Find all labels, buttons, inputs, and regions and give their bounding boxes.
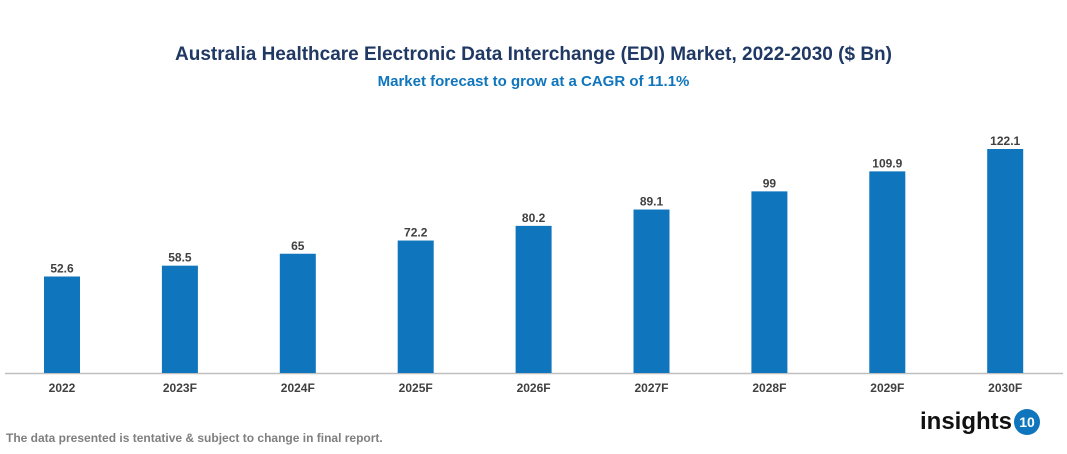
bar-2025F [397,240,434,373]
x-tick-label: 2028F [752,381,786,395]
insights10-logo: insights 10 [920,408,1041,436]
x-tick-label: 2030F [988,381,1022,395]
bar-2027F [633,209,670,373]
data-label: 65 [291,239,305,253]
data-label: 52.6 [50,261,74,275]
chart-subtitle: Market forecast to grow at a CAGR of 11.… [377,73,690,90]
logo-badge: 10 [1014,409,1041,435]
bar-2030F [987,148,1024,373]
x-tick-label: 2027F [634,381,668,395]
data-label: 89.1 [640,195,664,209]
x-tick-label: 2023F [163,381,197,395]
data-label: 72.2 [404,226,428,240]
x-tick-label: 2024F [281,381,315,395]
data-label: 58.5 [168,251,192,265]
bar-2028F [751,191,788,373]
data-label: 122.1 [990,134,1020,148]
bar-2026F [515,225,552,373]
data-label: 80.2 [522,211,546,225]
disclaimer: The data presented is tentative & subjec… [6,431,383,445]
bar-2023F [161,265,198,373]
bar-2022 [44,276,80,373]
data-label: 109.9 [872,156,902,170]
bar-2029F [869,171,906,373]
data-label: 99 [763,176,777,190]
logo-text: insights [920,408,1013,435]
bar-2024F [279,253,316,373]
chart-title: Australia Healthcare Electronic Data Int… [175,44,892,65]
x-tick-label: 2029F [870,381,904,395]
x-tick-label: 2022 [49,381,76,395]
x-tick-label: 2025F [399,381,433,395]
x-tick-label: 2026F [517,381,551,395]
